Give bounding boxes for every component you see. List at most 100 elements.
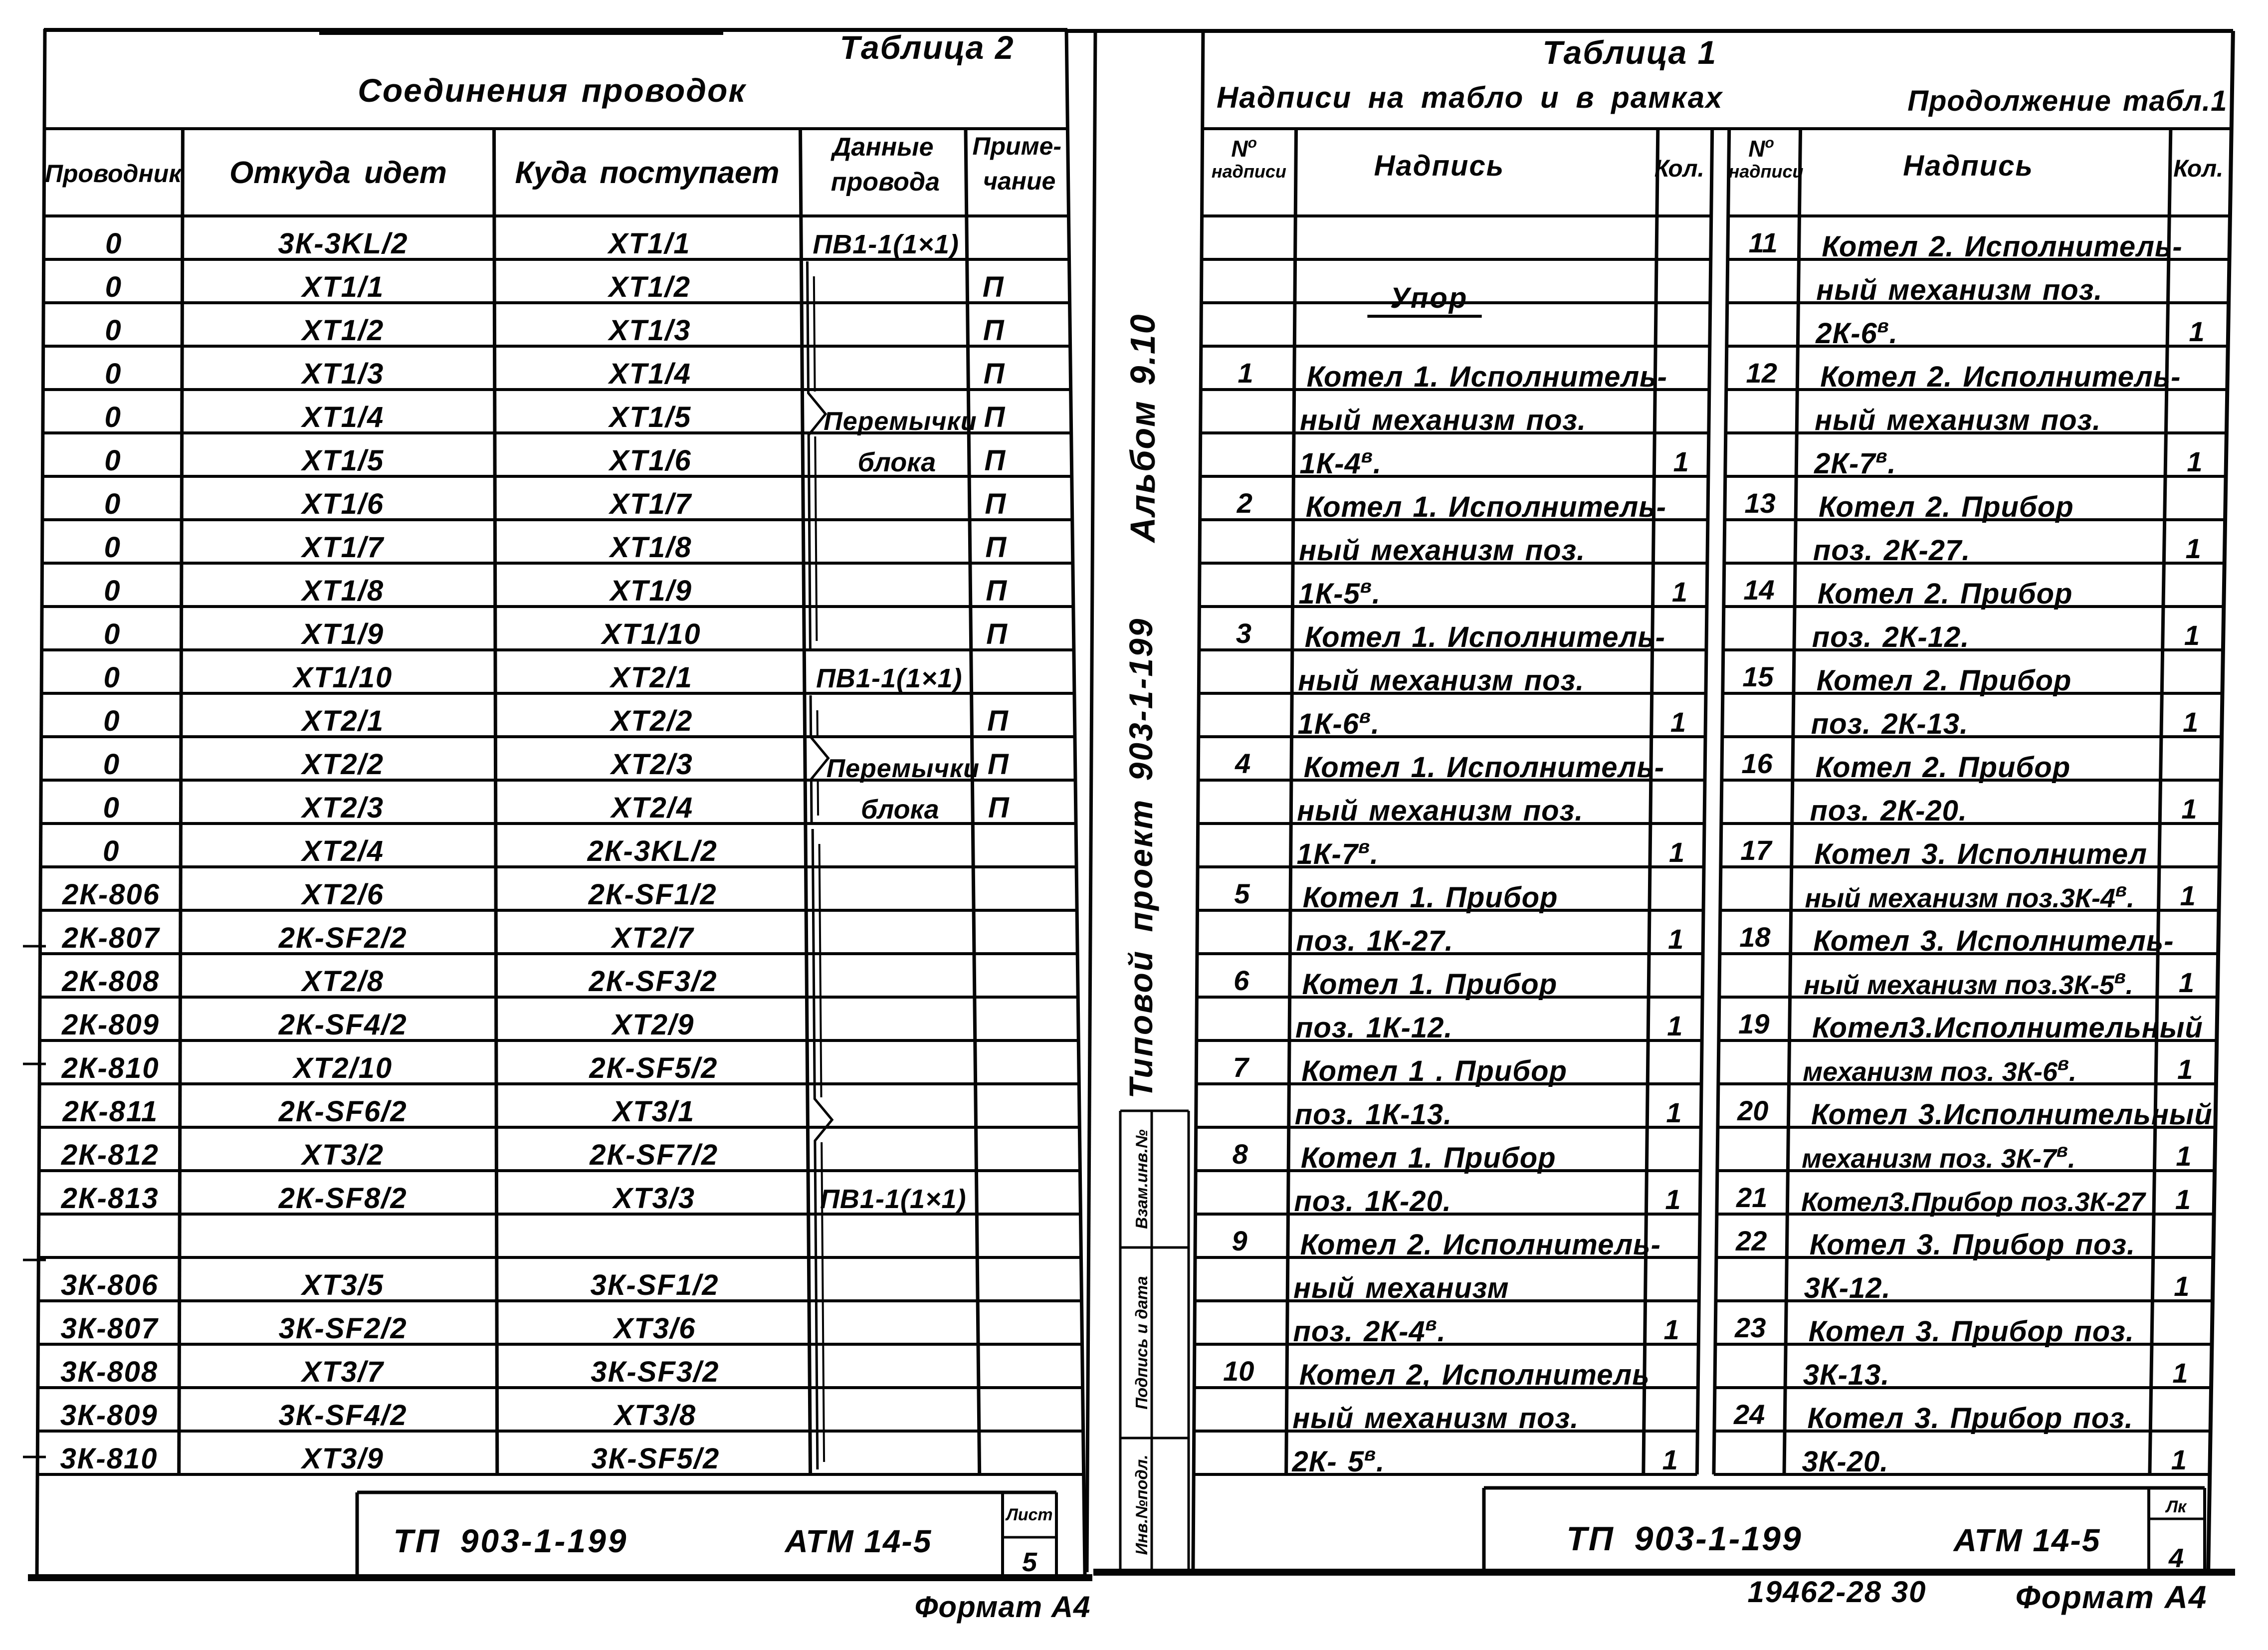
svg-text:надписи: надписи [1212, 161, 1286, 182]
svg-text:3К-SF4/2: 3К-SF4/2 [279, 1399, 408, 1432]
svg-text:ный механизм поз.: ный механизм поз. [1298, 664, 1584, 697]
svg-text:1: 1 [1664, 1314, 1679, 1345]
svg-text:0: 0 [104, 661, 121, 694]
svg-text:6: 6 [1234, 965, 1249, 996]
svg-text:П: П [985, 488, 1007, 520]
svg-text:ХТ1/1: ХТ1/1 [607, 227, 691, 260]
svg-text:14: 14 [1743, 574, 1774, 606]
svg-text:ХТ3/6: ХТ3/6 [613, 1312, 696, 1345]
svg-text:Подпись и дата: Подпись и дата [1132, 1276, 1151, 1410]
svg-text:ХТ3/5: ХТ3/5 [300, 1269, 384, 1301]
svg-text:ПВ1-1(1×1): ПВ1-1(1×1) [813, 229, 959, 259]
svg-text:2К-811: 2К-811 [62, 1095, 158, 1128]
svg-text:блока: блока [861, 795, 939, 825]
svg-text:ХТ1/2: ХТ1/2 [607, 271, 691, 303]
svg-text:Котел 2. Исполнитель-: Котел 2. Исполнитель- [1822, 230, 2182, 263]
svg-text:18: 18 [1739, 921, 1771, 953]
svg-text:2К-SF5/2: 2К-SF5/2 [589, 1052, 718, 1084]
svg-text:ХТ3/9: ХТ3/9 [300, 1443, 384, 1475]
svg-text:3: 3 [1236, 618, 1251, 649]
svg-text:1: 1 [2180, 880, 2196, 911]
svg-text:3К-806: 3К-806 [61, 1269, 159, 1301]
svg-text:ХТ2/4: ХТ2/4 [610, 792, 693, 824]
svg-text:4: 4 [1235, 748, 1250, 779]
svg-text:0: 0 [103, 792, 120, 824]
svg-text:ХТ3/7: ХТ3/7 [300, 1356, 384, 1388]
svg-text:ХТ1/8: ХТ1/8 [300, 575, 384, 607]
svg-text:1: 1 [1669, 836, 1684, 868]
svg-text:П: П [988, 748, 1009, 781]
svg-text:Типовой проект 903-1-199: Типовой проект 903-1-199 [1122, 618, 1159, 1099]
svg-text:1: 1 [2179, 967, 2194, 998]
svg-text:П: П [987, 705, 1009, 737]
svg-text:поз. 1К-27.: поз. 1К-27. [1296, 925, 1453, 957]
svg-text:Лист: Лист [1005, 1505, 1052, 1524]
svg-text:Упор: Упор [1390, 282, 1468, 314]
svg-text:ХТ1/7: ХТ1/7 [300, 531, 384, 564]
svg-text:П: П [983, 271, 1004, 303]
svg-text:11: 11 [1749, 227, 1778, 258]
svg-text:Котел 1. Прибор: Котел 1. Прибор [1301, 1142, 1556, 1174]
svg-text:Данные: Данные [830, 133, 934, 162]
svg-text:Перемычки: Перемычки [824, 407, 977, 436]
svg-text:Котел 2. Исполнитель-: Котел 2. Исполнитель- [1820, 361, 2181, 393]
svg-text:3К-810: 3К-810 [60, 1443, 158, 1475]
svg-text:24: 24 [1733, 1399, 1765, 1430]
svg-text:1: 1 [1672, 576, 1687, 608]
svg-text:чание: чание [983, 167, 1056, 195]
svg-text:Котел 3. Исполнител: Котел 3. Исполнител [1814, 838, 2147, 870]
svg-text:поз. 2К-20.: поз. 2К-20. [1810, 795, 1968, 827]
svg-text:0: 0 [103, 705, 120, 737]
svg-text:Котел 1. Исполнитель-: Котел 1. Исполнитель- [1305, 621, 1665, 653]
svg-text:20: 20 [1737, 1095, 1768, 1126]
svg-text:1: 1 [1673, 446, 1689, 477]
svg-text:1: 1 [2172, 1357, 2188, 1389]
svg-text:П: П [985, 444, 1006, 477]
svg-text:Перемычки: Перемычки [826, 754, 980, 783]
svg-text:ХТ2/2: ХТ2/2 [300, 748, 384, 781]
svg-text:П: П [984, 358, 1005, 390]
svg-text:1: 1 [2183, 706, 2198, 738]
svg-text:ный механизм поз.: ный механизм поз. [1292, 1402, 1579, 1435]
svg-text:ХТ2/8: ХТ2/8 [300, 965, 384, 998]
svg-text:Кол.: Кол. [1654, 156, 1704, 182]
svg-text:ХТ1/6: ХТ1/6 [300, 488, 384, 520]
svg-text:2К-809: 2К-809 [61, 1009, 160, 1041]
svg-text:0: 0 [104, 575, 121, 607]
svg-text:ХТ2/3: ХТ2/3 [300, 792, 384, 824]
svg-text:П: П [984, 401, 1006, 433]
svg-text:ХТ2/1: ХТ2/1 [300, 705, 384, 737]
svg-text:ХТ1/7: ХТ1/7 [608, 488, 692, 520]
svg-text:ХТ3/2: ХТ3/2 [300, 1139, 384, 1171]
svg-text:Котел 2. Прибор: Котел 2. Прибор [1818, 578, 2073, 610]
svg-text:ХТ3/8: ХТ3/8 [613, 1399, 696, 1432]
svg-text:поз. 2К-12.: поз. 2К-12. [1812, 621, 1970, 653]
svg-text:3К-SF1/2: 3К-SF1/2 [591, 1269, 719, 1301]
svg-text:Приме-: Приме- [973, 132, 1062, 160]
svg-text:1: 1 [2176, 1140, 2191, 1172]
svg-text:Взам.инв.№: Взам.инв.№ [1132, 1129, 1151, 1229]
svg-text:7: 7 [1233, 1051, 1250, 1083]
svg-text:2К-SF4/2: 2К-SF4/2 [278, 1009, 408, 1041]
svg-text:0: 0 [105, 358, 122, 390]
svg-text:1: 1 [1668, 923, 1683, 955]
svg-text:Котел 2. Прибор: Котел 2. Прибор [1817, 664, 2072, 697]
svg-text:ный механизм: ный механизм [1293, 1272, 1509, 1304]
svg-text:Таблица 1: Таблица 1 [1542, 34, 1717, 71]
svg-text:9: 9 [1232, 1225, 1247, 1256]
svg-text:0: 0 [104, 488, 121, 520]
svg-text:19: 19 [1738, 1008, 1769, 1039]
svg-text:ХТ2/4: ХТ2/4 [300, 835, 384, 867]
svg-text:3К-3KL/2: 3К-3KL/2 [278, 227, 408, 260]
svg-text:Надписи на табло и в рамках: Надписи на табло и в рамках [1217, 81, 1723, 114]
svg-text:1: 1 [1666, 1097, 1681, 1128]
svg-text:Альбом 9.10: Альбом 9.10 [1123, 313, 1162, 543]
svg-text:ХТ1/9: ХТ1/9 [609, 575, 692, 607]
svg-text:П: П [986, 575, 1007, 607]
svg-text:0: 0 [104, 444, 121, 477]
svg-text:3К-20.: 3К-20. [1802, 1445, 1889, 1478]
svg-text:3К-809: 3К-809 [60, 1399, 158, 1432]
svg-text:12: 12 [1746, 357, 1777, 389]
svg-text:2К-SF8/2: 2К-SF8/2 [278, 1182, 408, 1215]
svg-text:Котел 1. Прибор: Котел 1. Прибор [1303, 881, 1558, 914]
